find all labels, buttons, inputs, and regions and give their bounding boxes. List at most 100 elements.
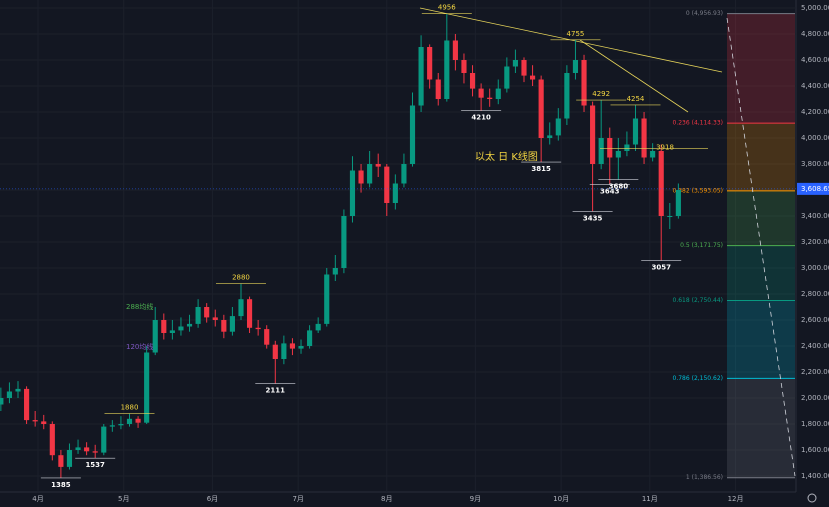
fib-zone (727, 300, 795, 379)
x-tick-label: 9月 (470, 495, 481, 503)
candle-body (521, 60, 527, 76)
candle-body (307, 330, 313, 346)
candle-body (581, 60, 587, 106)
candles (0, 13, 681, 478)
candle-body (530, 75, 536, 80)
candle-body (615, 151, 621, 158)
candle-body (49, 424, 55, 456)
candle-body (246, 299, 253, 328)
y-tick-label: 1,400.00 (801, 472, 829, 480)
candle-body (324, 274, 330, 324)
y-tick-label: 2,600.00 (801, 316, 829, 324)
candle-body (195, 307, 201, 324)
candle-body (650, 151, 656, 158)
candle-body (109, 425, 115, 427)
y-tick-label: 2,000.00 (801, 394, 829, 402)
y-tick-label: 4,600.00 (801, 56, 829, 64)
candle-body (92, 451, 98, 453)
candle-body (384, 166, 390, 203)
candle-body (572, 60, 579, 73)
candle-body (392, 183, 398, 203)
candle-body (204, 307, 210, 318)
low-label: 3057 (651, 264, 671, 272)
high-label: 4755 (567, 30, 585, 38)
x-tick-label: 6月 (207, 495, 218, 503)
candle-body (238, 299, 244, 317)
candle-body (152, 320, 158, 353)
candle-body (221, 320, 227, 332)
high-label: 2880 (232, 274, 250, 282)
candle-body (461, 60, 467, 73)
last-price-box (797, 182, 829, 195)
candle-body (186, 323, 193, 327)
candle-body (24, 388, 30, 421)
y-tick-label: 2,200.00 (801, 368, 829, 376)
candle-body (41, 421, 47, 424)
x-tick-label: 7月 (292, 495, 303, 503)
high-label: 4956 (438, 4, 456, 12)
candle-body (409, 105, 416, 164)
trend-line (579, 39, 689, 113)
candle-body (6, 391, 13, 398)
ma-label: 288均线 (126, 302, 153, 311)
chart-title: 以太 日 K线图 (475, 150, 538, 163)
y-tick-label: 2,800.00 (801, 290, 829, 298)
fib-label: 1 (1,386.56) (686, 474, 723, 481)
candle-body (315, 323, 321, 331)
fib-zone (727, 13, 795, 124)
low-label: 1385 (51, 481, 71, 489)
high-label: 1880 (121, 404, 139, 412)
fib-label: 0 (4,956.93) (686, 10, 723, 17)
candle-body (144, 352, 150, 423)
ma-label: 120均线 (126, 342, 153, 351)
y-tick-label: 2,400.00 (801, 342, 829, 350)
y-tick-label: 3,200.00 (801, 238, 829, 246)
last-price-label: 3,608.65 (801, 185, 829, 193)
candle-body (598, 138, 604, 164)
candle-body (658, 151, 664, 216)
candle-body (375, 164, 381, 167)
candle-body (75, 447, 81, 450)
y-tick-label: 3,800.00 (801, 160, 829, 168)
candle-body (401, 164, 407, 184)
fibonacci: 0 (4,956.93) 0.236 (4,114.33) 0.382 (3,593… (673, 10, 795, 481)
candle-body (487, 97, 493, 99)
x-tick-label: 11月 (642, 495, 658, 503)
candle-body (118, 424, 124, 426)
candle-body (0, 398, 4, 405)
candle-body (624, 144, 630, 151)
fib-label: 0.786 (2,150.62) (673, 375, 723, 382)
candle-body (564, 73, 570, 119)
candle-body (272, 344, 278, 359)
candle-body (632, 118, 639, 145)
low-label: 3643 (600, 187, 620, 195)
candle-body (667, 216, 673, 217)
low-label: 3815 (531, 165, 551, 173)
y-tick-label: 1,600.00 (801, 446, 829, 454)
candle-body (538, 79, 544, 138)
low-label: 2111 (266, 387, 286, 395)
low-label: 1537 (85, 461, 105, 469)
candle-body (469, 73, 476, 89)
candle-body (435, 79, 441, 99)
candle-body (281, 343, 287, 359)
candle-body (675, 190, 681, 216)
fib-label: 0.382 (3,593.05) (673, 187, 723, 194)
candle-body (66, 450, 73, 467)
candle-body (15, 388, 21, 392)
y-tick-label: 3,000.00 (801, 264, 829, 272)
y-tick-label: 4,000.00 (801, 134, 829, 142)
fib-zone (727, 190, 795, 246)
candle-body (135, 418, 141, 423)
fib-label: 0.236 (4,114.33) (673, 120, 723, 127)
high-label: 4254 (627, 95, 645, 103)
high-label: 4292 (592, 90, 610, 98)
settings-icon[interactable] (807, 493, 817, 503)
candle-body (427, 47, 433, 80)
low-label: 4210 (471, 114, 491, 122)
candle-body (169, 330, 175, 333)
candle-body (367, 164, 373, 184)
